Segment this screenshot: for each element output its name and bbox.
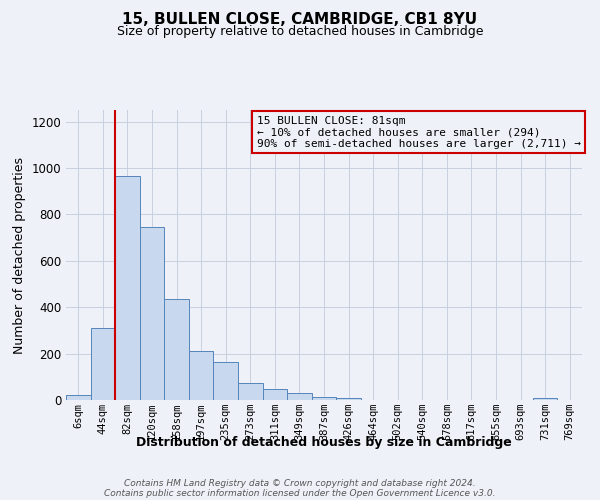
Text: Contains HM Land Registry data © Crown copyright and database right 2024.: Contains HM Land Registry data © Crown c…	[124, 478, 476, 488]
Text: 15, BULLEN CLOSE, CAMBRIDGE, CB1 8YU: 15, BULLEN CLOSE, CAMBRIDGE, CB1 8YU	[122, 12, 478, 28]
Bar	[91, 328, 115, 400]
Bar	[263, 389, 287, 400]
Bar	[115, 176, 140, 400]
Text: Distribution of detached houses by size in Cambridge: Distribution of detached houses by size …	[136, 436, 512, 449]
Bar	[66, 396, 91, 400]
Bar	[312, 396, 336, 400]
Bar	[238, 382, 263, 400]
Bar	[336, 398, 361, 400]
Bar	[189, 352, 214, 400]
Y-axis label: Number of detached properties: Number of detached properties	[13, 156, 26, 354]
Text: 15 BULLEN CLOSE: 81sqm
← 10% of detached houses are smaller (294)
90% of semi-de: 15 BULLEN CLOSE: 81sqm ← 10% of detached…	[257, 116, 581, 149]
Bar	[533, 398, 557, 400]
Text: Size of property relative to detached houses in Cambridge: Size of property relative to detached ho…	[117, 25, 483, 38]
Bar	[164, 299, 189, 400]
Text: Contains public sector information licensed under the Open Government Licence v3: Contains public sector information licen…	[104, 488, 496, 498]
Bar	[214, 362, 238, 400]
Bar	[140, 227, 164, 400]
Bar	[287, 392, 312, 400]
